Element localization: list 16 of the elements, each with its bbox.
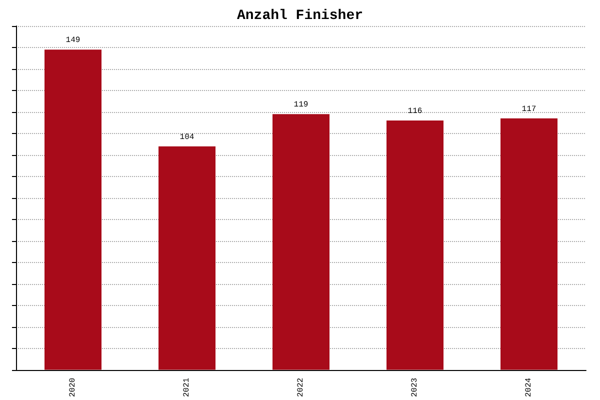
data-label: 149: [66, 36, 80, 46]
bar: [386, 120, 444, 370]
x-tick-label: 2023: [410, 378, 420, 397]
x-tick-label: 2022: [296, 378, 306, 397]
bar: [272, 114, 330, 370]
bar: [500, 118, 558, 370]
chart-title: Anzahl Finisher: [236, 8, 364, 24]
data-label: 119: [294, 100, 308, 110]
data-label: 104: [180, 132, 194, 142]
bar: [158, 146, 216, 370]
bar: [44, 50, 102, 370]
data-label: 117: [522, 104, 536, 114]
x-tick-label: 2024: [524, 378, 534, 397]
data-label: 116: [408, 107, 422, 116]
x-tick-label: 2020: [68, 378, 78, 397]
x-tick-label: 2021: [182, 378, 192, 397]
